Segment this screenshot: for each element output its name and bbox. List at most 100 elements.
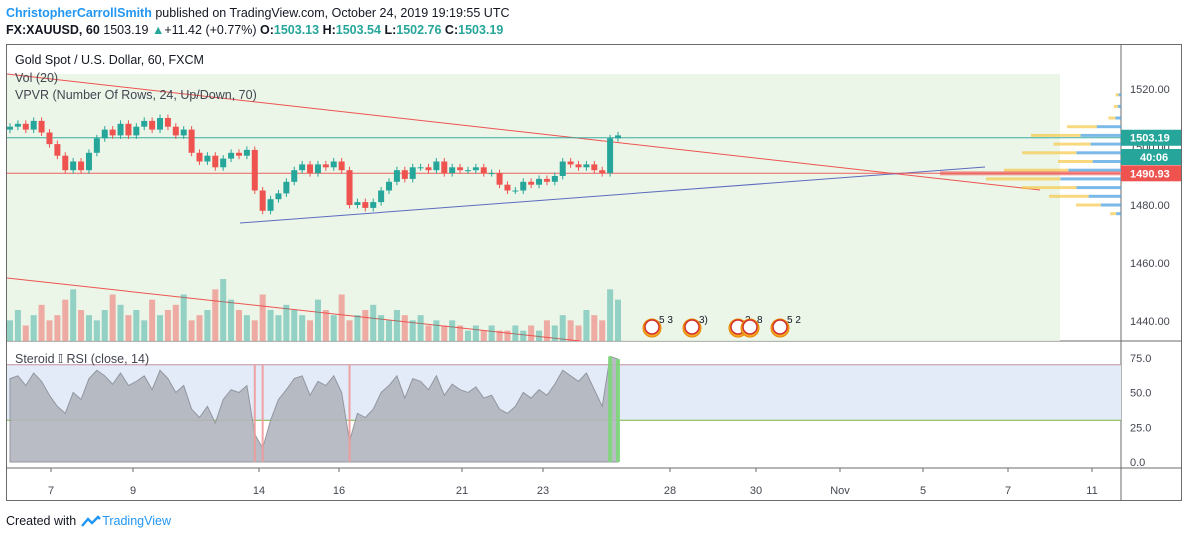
event-label-1: 3) [699,315,708,326]
candle-body-18 [149,120,156,130]
volume-bar-24 [196,315,203,341]
candle-body-60 [480,167,487,174]
volume-bar-25 [204,310,211,341]
rsi-legend: Steroid 𝕀 RSI (close, 14) [15,352,150,366]
candle-body-6 [54,144,61,156]
low-value: 1502.76 [396,23,442,37]
volume-bar-8 [70,289,77,341]
vpvr-up-6 [1076,151,1121,155]
candle-body-62 [496,173,503,185]
candle-body-36 [291,170,298,182]
vpvr-down-6 [1022,151,1077,155]
candle-body-32 [259,190,266,211]
price-label-bg-2 [1121,165,1182,182]
up-triangle-icon: ▲ [151,23,165,37]
candle-body-77 [615,135,621,139]
candle-body-67 [536,178,543,185]
candle-body-63 [504,184,511,191]
volume-bar-39 [314,299,321,341]
candle-body-45 [362,202,369,208]
candle-body-0 [7,126,13,130]
footer: Created with TradingView [6,514,171,528]
volume-bar-1 [14,310,21,341]
candle-body-31 [251,149,258,191]
volume-bar-63 [504,330,511,341]
event-label-0: 5 3 [659,315,673,326]
rsi-overbought-bar-77 [616,359,620,462]
low-label: L: [384,23,397,37]
candle-body-75 [599,170,606,174]
vpvr-up-2 [1115,116,1121,120]
candle-body-74 [591,164,598,171]
rsi-tick-2: 25.0 [1130,422,1151,434]
upper-trendline [6,73,1041,191]
volume-bar-30 [243,315,250,341]
candle-body-44 [354,202,361,205]
vpvr-up-4 [1080,133,1121,137]
candle-body-2 [22,123,29,130]
candle-body-35 [283,181,290,194]
volume-bar-76 [607,289,614,341]
candle-body-17 [141,120,148,127]
volume-bar-32 [259,294,266,341]
us-event-icon-1: 3) [682,315,708,338]
volume-bar-55 [441,325,448,341]
candle-body-30 [243,149,250,156]
candle-body-61 [488,173,495,175]
time-tick-9: 5 [920,485,926,497]
candle-body-22 [180,129,187,136]
price-tick-4: 1440.00 [1130,316,1170,328]
tradingview-link[interactable]: TradingView [80,514,171,528]
volume-bar-27 [220,279,227,341]
rsi-oversold-bar-31 [253,364,256,462]
volume-bar-11 [93,320,100,341]
author-name[interactable]: ChristopherCarrollSmith [6,6,152,20]
volume-bar-57 [457,325,464,341]
rsi-tick-3: 0.0 [1130,457,1145,469]
rsi-oversold-bar-43 [348,364,351,462]
candle-body-71 [567,161,574,165]
price-tick-2: 1480.00 [1130,200,1170,212]
candle-body-46 [370,202,377,208]
price-tick-3: 1460.00 [1130,258,1170,270]
candle-body-3 [30,120,37,130]
rsi-overbought-bar-76 [608,356,613,462]
volume-bar-16 [133,310,140,341]
lower-trendline [239,166,986,224]
rsi-oversold-bar-32 [261,364,264,462]
volume-bar-74 [591,315,598,341]
volume-bar-59 [472,325,479,341]
time-tick-10: 7 [1005,485,1011,497]
candle-body-57 [457,167,464,171]
volume-bar-31 [251,320,258,341]
vpvr-up-13 [1116,212,1121,216]
candle-body-14 [117,123,124,136]
vpvr-down-7 [1058,160,1093,163]
candle-body-38 [307,164,314,174]
volume-bar-13 [109,294,116,341]
volume-bar-60 [480,330,487,341]
vpvr-legend: VPVR (Number Of Rows, 24, Up/Down, 70) [15,88,257,102]
candle-body-29 [235,152,242,156]
volume-bar-71 [567,320,574,341]
vpvr-up-3 [1096,125,1121,129]
vpvr-up-8 [1068,168,1121,172]
candle-body-20 [164,118,171,127]
event-label-3: 8 [757,315,763,326]
vpvr-up-0 [1118,93,1121,97]
high-value: 1503.54 [335,23,381,37]
candle-body-69 [551,176,558,182]
volume-bar-37 [299,315,306,341]
volume-bar-15 [125,315,132,341]
time-tick-7: 30 [750,485,762,497]
volume-bar-48 [386,320,393,341]
volume-bar-6 [54,315,61,341]
candle-body-48 [386,181,393,191]
volume-bar-67 [536,330,543,341]
volume-bar-43 [346,320,353,341]
candle-body-66 [528,181,535,185]
volume-bar-33 [267,310,274,341]
vpvr-up-1 [1117,104,1121,108]
volume-bar-40 [322,310,329,341]
